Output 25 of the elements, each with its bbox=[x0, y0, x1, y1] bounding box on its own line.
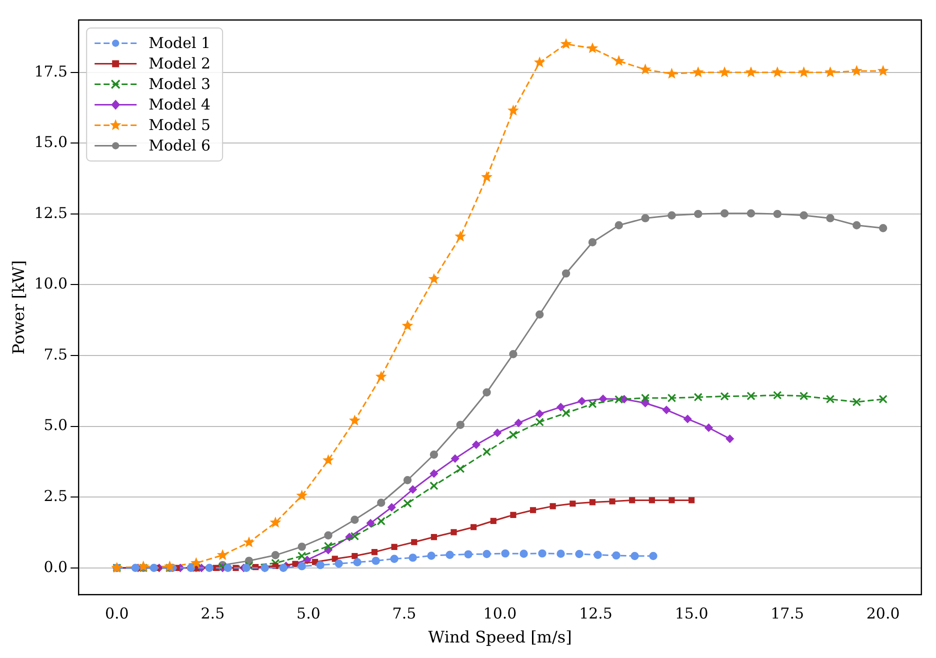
x-tick-label: 5.0 bbox=[296, 604, 320, 623]
legend-label: Model 2 bbox=[148, 54, 211, 73]
y-tick-label: 10.0 bbox=[34, 274, 68, 293]
x-tick-label: 7.5 bbox=[392, 604, 416, 623]
y-tick-label: 5.0 bbox=[44, 416, 68, 434]
x-tick-label: 2.5 bbox=[200, 604, 225, 623]
legend-label: Model 3 bbox=[148, 75, 211, 94]
legend-label: Model 4 bbox=[148, 96, 211, 114]
y-tick-label: 15.0 bbox=[34, 133, 68, 152]
x-tick-label: 17.5 bbox=[770, 604, 804, 623]
y-tick-label: 12.5 bbox=[34, 204, 68, 222]
y-tick-label: 17.5 bbox=[34, 62, 68, 80]
y-tick-label: 2.5 bbox=[44, 487, 68, 506]
x-tick-label: 20.0 bbox=[866, 604, 900, 623]
x-tick-label: 15.0 bbox=[674, 604, 708, 623]
y-tick-label: 0.0 bbox=[44, 558, 68, 576]
legend-label: Model 6 bbox=[148, 136, 211, 155]
x-tick-label: 0.0 bbox=[104, 604, 129, 623]
x-tick-label: 10.0 bbox=[483, 604, 517, 623]
y-axis-title: Power [kW] bbox=[8, 260, 28, 355]
legend-label: Model 1 bbox=[148, 34, 211, 52]
legend-label: Model 5 bbox=[148, 116, 211, 134]
x-axis-title: Wind Speed [m/s] bbox=[428, 628, 572, 647]
y-tick-label: 7.5 bbox=[44, 345, 68, 364]
x-tick-label: 12.5 bbox=[579, 604, 612, 623]
